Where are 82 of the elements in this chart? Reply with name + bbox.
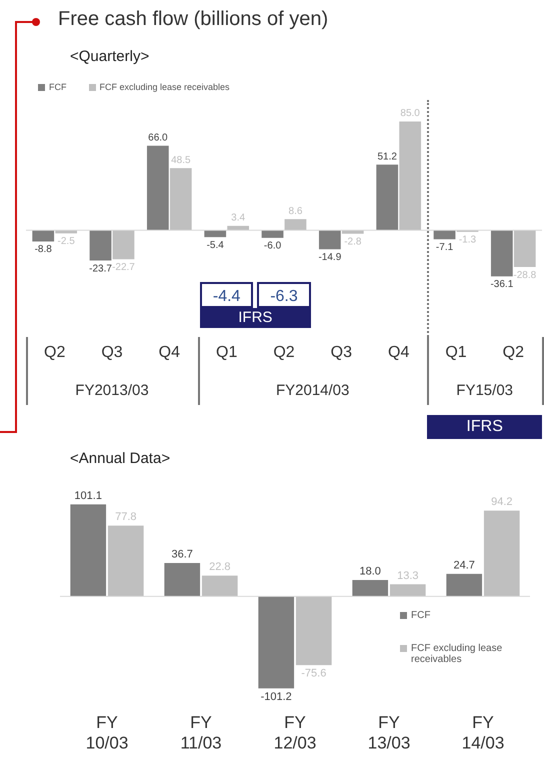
bar (90, 230, 112, 261)
data-label: -101.2 (260, 690, 292, 703)
x-tick-label: FY 12/03 (274, 713, 316, 752)
x-tick-label: FY 14/03 (462, 713, 504, 752)
data-label: 24.7 (453, 559, 475, 572)
bar (490, 230, 513, 276)
text: FY2013/03 (74, 382, 150, 399)
data-label: -1.3 (458, 234, 477, 246)
data-label: 77.8 (115, 511, 137, 524)
x-tick-label: Q3 (330, 344, 352, 361)
bar (204, 230, 226, 238)
data-label: 48.5 (171, 154, 191, 166)
bar (32, 230, 54, 242)
data-label: -22.7 (112, 262, 136, 273)
bar (484, 510, 520, 596)
x-tick-label: Q2 (44, 344, 66, 361)
bar (146, 146, 169, 230)
bar (70, 504, 106, 596)
x-tick-label: Q4 (388, 344, 410, 361)
text: FY15/03 (455, 382, 514, 399)
chart-subtitle: <Annual Data> (70, 450, 170, 467)
data-label: -6.0 (264, 240, 282, 252)
data-label: 101.1 (74, 490, 102, 502)
text: IFRS (200, 308, 311, 328)
data-label: 18.0 (359, 566, 381, 578)
x-tick-label: Q4 (158, 344, 180, 361)
bar (514, 230, 536, 268)
x-tick-label: Q2 (273, 344, 295, 361)
bar (258, 596, 294, 688)
bar (164, 562, 200, 596)
bar (296, 596, 332, 666)
bar (202, 576, 238, 596)
data-label: -28.8 (513, 270, 537, 281)
data-label: 3.4 (231, 212, 246, 224)
x-tick-label: FY 10/03 (86, 713, 128, 752)
legend-label: FCF excluding lease receivables (100, 82, 230, 92)
data-label: 94.2 (491, 496, 513, 508)
data-label: -23.7 (89, 263, 112, 274)
text: -4.4 (200, 282, 254, 308)
legend-label: FCF (411, 610, 430, 621)
data-label: 22.8 (209, 561, 231, 574)
bar (170, 168, 192, 230)
data-label: -14.9 (318, 252, 342, 263)
x-tick-label: Q1 (216, 344, 238, 361)
data-label: -5.4 (206, 240, 224, 251)
text: IFRS (427, 414, 542, 439)
bar (284, 219, 306, 230)
x-tick-label: Q2 (502, 344, 524, 361)
data-label: 51.2 (377, 151, 398, 162)
bar (434, 230, 456, 240)
bar (376, 164, 398, 230)
data-label: -36.1 (490, 279, 514, 290)
bar (318, 230, 341, 250)
data-label: -2.5 (58, 236, 76, 248)
x-tick-label: Q1 (445, 344, 467, 361)
bar (55, 230, 78, 234)
x-tick-label: FY 13/03 (368, 713, 410, 752)
text: -6.3 (257, 282, 311, 308)
data-label: 85.0 (400, 108, 420, 120)
bar (390, 584, 426, 596)
data-label: 13.3 (397, 570, 419, 582)
legend-label: FCF (49, 82, 66, 92)
bar (342, 230, 364, 234)
chart-title: Free cash flow (billions of yen) (58, 8, 328, 31)
bar (399, 121, 422, 230)
data-label: -7.1 (436, 242, 454, 254)
bar (108, 526, 144, 596)
bar (446, 574, 482, 596)
x-tick-label: Q3 (101, 344, 123, 361)
data-label: 36.7 (171, 548, 193, 560)
data-label: -75.6 (301, 668, 326, 680)
chart-subtitle: <Quarterly> (70, 48, 150, 65)
bar (112, 230, 134, 260)
x-tick-label: FY 11/03 (180, 713, 222, 752)
text: FY2014/03 (274, 382, 350, 399)
data-label: -8.8 (34, 244, 52, 256)
data-label: -2.8 (344, 236, 362, 248)
legend-label: FCF excluding lease receivables (411, 643, 504, 665)
data-label: 66.0 (148, 132, 168, 144)
bar (262, 230, 284, 238)
data-label: 8.6 (288, 206, 303, 217)
bar (352, 580, 388, 596)
